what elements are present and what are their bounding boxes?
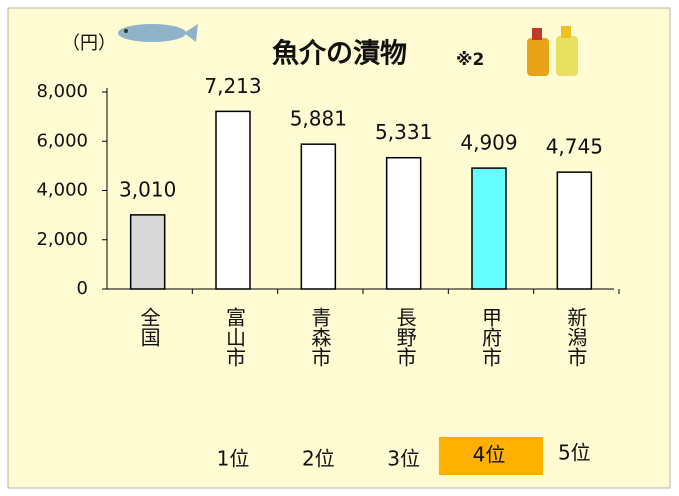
value-label: 5,881 — [290, 107, 347, 131]
bar — [472, 168, 506, 289]
value-label: 4,745 — [546, 135, 603, 159]
bar — [216, 111, 250, 289]
rank-label: 1位 — [217, 447, 250, 471]
bar — [387, 158, 421, 289]
rank-label: 4位 — [473, 443, 506, 467]
bar — [131, 215, 165, 289]
x-tick-label: 長野市 — [393, 307, 417, 367]
y-tick-label: 2,000 — [36, 229, 88, 250]
bar — [557, 172, 591, 289]
chart-title: 魚介の漬物 — [272, 38, 407, 70]
value-label: 4,909 — [460, 131, 517, 155]
y-tick-label: 8,000 — [36, 81, 88, 102]
x-tick-label: 青森市 — [308, 307, 332, 367]
value-label: 7,213 — [204, 74, 261, 98]
rank-label: 2位 — [302, 447, 335, 471]
value-label: 5,331 — [375, 120, 432, 144]
title-note: ※2 — [456, 50, 484, 70]
x-tick-label: 富山市 — [223, 307, 247, 367]
y-tick-label: 6,000 — [36, 130, 88, 151]
bar — [301, 144, 335, 289]
x-tick-label: 全国 — [137, 307, 161, 347]
unit-label: （円） — [62, 33, 116, 54]
rank-label: 3位 — [387, 447, 420, 471]
chart: （円） 魚介の漬物 ※2 0 2,000 4,000 6,000 8,000 3,010 全… — [0, 0, 679, 492]
x-tick-label: 甲府市 — [479, 307, 503, 367]
x-tick-label: 新潟市 — [564, 307, 588, 367]
rank-label: 5位 — [558, 441, 591, 465]
y-tick-label: 4,000 — [36, 180, 88, 201]
value-label: 3,010 — [119, 177, 176, 201]
y-tick-label: 0 — [77, 278, 88, 299]
